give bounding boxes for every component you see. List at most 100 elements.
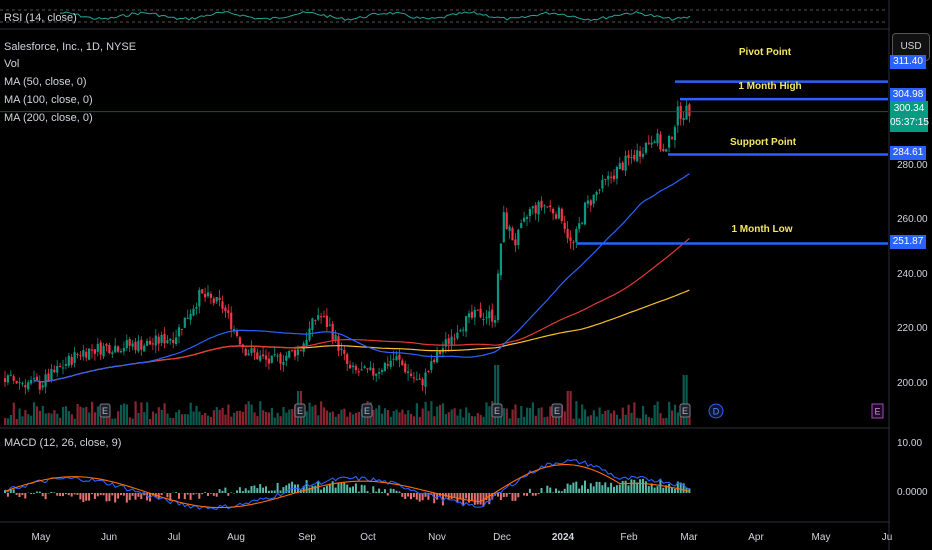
volume-bar [630,412,633,425]
volume-bar [189,402,192,425]
candle-body [143,345,146,352]
candle-body [601,179,604,189]
macd-histogram-bar [650,483,653,493]
macd-histogram-bar [662,487,665,493]
macd-tick-0: 0.0000 [897,487,928,498]
volume-bar [610,413,613,425]
volume-bar [282,407,285,425]
candle-body [372,368,375,376]
volume-bar [270,407,273,425]
candle-body [389,360,392,367]
macd-histogram-bar [363,485,366,493]
volume-bar [468,412,471,425]
volume-bar [163,403,166,425]
macd-histogram-bar [236,490,238,493]
volume-bar [531,402,534,425]
candle-body [175,337,178,344]
candle-body [424,372,427,387]
macd-histogram-bar [621,480,624,493]
macd-histogram-bar [392,488,395,493]
macd-histogram-bar [47,493,50,494]
volume-bar [227,404,230,425]
macd-histogram-bar [70,493,73,497]
candle-body [505,212,508,229]
volume-bar [586,416,590,425]
macd-histogram-bar [273,490,276,493]
macd-histogram-bar [82,493,85,503]
macd-histogram-bar [73,493,76,495]
candle-body [134,341,137,351]
candle-body [653,141,656,144]
candle-body [488,311,491,319]
macd-histogram-bar [589,483,592,493]
macd-histogram-bar [383,489,386,493]
candle-body [378,372,381,374]
volume-bar [154,413,157,425]
macd-histogram-bar [679,482,682,493]
candle-body [320,316,323,318]
macd-histogram-bar [76,493,79,495]
legend-ma200[interactable]: MA (200, close, 0) [4,112,93,124]
macd-histogram-bar [502,493,505,498]
candle-body [117,346,120,352]
legend-vol[interactable]: Vol [4,58,20,70]
volume-bar [575,401,578,425]
macd-histogram-bar [415,493,418,500]
volume-bar [578,418,581,425]
macd-histogram-bar [412,493,415,498]
candle-body [79,355,82,357]
candle-body [12,376,15,381]
volume-bar [149,419,152,425]
macd-histogram-bar [221,490,224,493]
earnings-marker [361,403,373,418]
macd-histogram-bar [267,490,270,493]
volume-bar [633,402,636,425]
macd-histogram-bar [488,493,491,505]
macd-histogram-bar [35,491,38,493]
earnings-marker [99,403,111,418]
volume-bar [668,401,671,425]
volume-bar [253,412,256,425]
volume-bar [465,407,468,425]
candle-body [395,356,398,361]
candle-body [230,312,233,330]
legend-ma100[interactable]: MA (100, close, 0) [4,94,93,106]
macd-histogram-bar [207,493,209,496]
macd-histogram-bar [453,493,456,498]
candle-body [154,335,157,346]
candle-body [650,142,653,145]
candle-body [128,339,131,346]
candle-body [618,163,621,169]
volume-bar [259,401,262,425]
macd-histogram-bar [607,487,610,493]
macd-histogram-bar [468,493,470,503]
candle-body [665,149,668,152]
volume-bar [108,411,111,425]
price-tag-support: 284.61 [890,146,926,160]
macd-histogram-bar [586,488,589,493]
candle-body [360,369,363,371]
macd-histogram-bar [279,490,282,493]
volume-bar [120,404,123,425]
legend-ma50[interactable]: MA (50, close, 0) [4,76,87,88]
volume-bar [323,407,326,425]
macd-histogram-bar [659,480,662,493]
macd-histogram-bar [549,487,552,493]
candle-body [491,309,494,322]
candle-body [201,289,204,294]
candle-body [172,339,175,343]
earnings-marker-text: E [297,406,303,416]
volume-bar [169,417,172,425]
macd-histogram-bar [476,493,479,505]
volume-bar [314,404,317,425]
volume-bar [685,375,688,425]
macd-histogram-bar [514,493,517,501]
macd-histogram-bar [552,492,555,493]
earnings-marker [294,403,306,418]
symbol-title[interactable]: Salesforce, Inc., 1D, NYSE [4,41,137,53]
candle-body [24,385,27,388]
x-tick-dec: Dec [493,532,511,543]
candle-body [218,297,221,300]
earnings-marker-text: E [494,406,500,416]
